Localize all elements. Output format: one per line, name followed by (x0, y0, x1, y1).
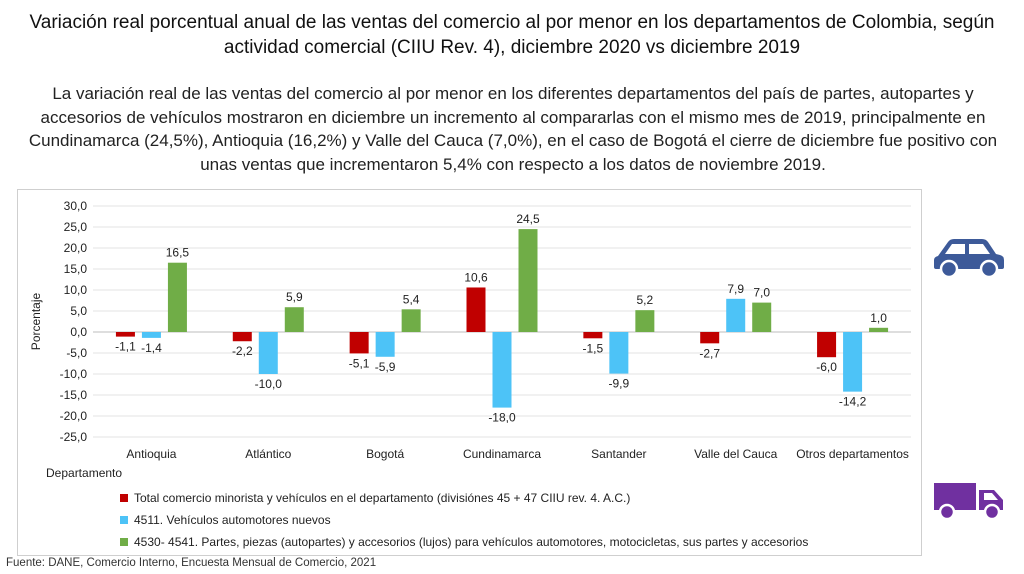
y-tick-label: -20,0 (60, 409, 88, 423)
data-label: 7,0 (753, 286, 770, 300)
x-tick-label: Valle del Cauca (694, 447, 777, 461)
legend-label: 4530- 4541. Partes, piezas (autopartes) … (134, 535, 809, 549)
legend-item: 4511. Vehículos automotores nuevos (120, 509, 808, 531)
bar (843, 332, 863, 392)
bar (635, 310, 655, 332)
y-tick-label: -25,0 (60, 430, 88, 444)
legend-title: Departamento (46, 466, 123, 480)
legend-label: Total comercio minorista y vehículos en … (134, 491, 631, 505)
data-label: -5,1 (349, 356, 370, 370)
data-label: -14,2 (839, 395, 867, 409)
data-label: 7,9 (727, 282, 744, 296)
car-icon (934, 239, 1004, 278)
legend-swatch (120, 494, 128, 502)
bar (284, 307, 304, 332)
data-label: -18,0 (488, 411, 516, 425)
y-tick-label: 5,0 (70, 304, 87, 318)
legend-label: 4511. Vehículos automotores nuevos (134, 513, 331, 527)
y-tick-label: -5,0 (66, 346, 87, 360)
bar (817, 332, 837, 358)
bar (869, 327, 889, 332)
legend-swatch (120, 538, 128, 546)
y-tick-label: 25,0 (64, 220, 88, 234)
bar (466, 287, 486, 332)
data-label: -9,9 (609, 377, 630, 391)
x-tick-label: Santander (591, 447, 646, 461)
data-label: -5,9 (375, 360, 396, 374)
bar (583, 332, 603, 339)
bar (401, 309, 421, 332)
page-title: Variación real porcentual anual de las v… (29, 12, 995, 58)
data-label: 24,5 (516, 212, 540, 226)
x-tick-label: Otros departamentos (796, 447, 909, 461)
legend-item: 4530- 4541. Partes, piezas (autopartes) … (120, 531, 808, 553)
y-tick-label: 0,0 (70, 325, 87, 339)
truck-icon (934, 483, 1003, 521)
data-label: 1,0 (870, 311, 887, 325)
data-label: 10,6 (464, 270, 488, 284)
y-tick-label: -15,0 (60, 388, 88, 402)
chart-description: La variación real de las ventas del come… (28, 84, 998, 174)
bar (609, 332, 629, 374)
bar-chart: 30,0 25,0 20,0 15,0 10,0 5,0 0,0 -5,0 -10,0 -15,0… (29, 199, 911, 461)
x-tick-label: Bogotá (366, 447, 404, 461)
bar (518, 229, 538, 332)
data-label: -10,0 (255, 377, 283, 391)
bar (115, 332, 135, 337)
bar (232, 332, 252, 342)
data-label: -2,7 (699, 346, 720, 360)
data-label: -2,2 (232, 344, 253, 358)
data-label: -1,5 (583, 341, 604, 355)
y-tick-label: -10,0 (60, 367, 88, 381)
legend-item: Total comercio minorista y vehículos en … (120, 487, 808, 509)
y-tick-label: 30,0 (64, 199, 88, 213)
bar (752, 302, 772, 332)
chart-container: 30,0 25,0 20,0 15,0 10,0 5,0 0,0 -5,0 -10,0 -15,0… (17, 189, 922, 556)
data-label: 5,4 (403, 292, 420, 306)
data-label: 16,5 (166, 246, 190, 260)
bar (700, 332, 720, 344)
data-label: -1,1 (115, 340, 136, 354)
source-note: Fuente: DANE, Comercio Interno, Encuesta… (6, 557, 377, 569)
bar (375, 332, 395, 357)
x-tick-label: Atlántico (245, 447, 291, 461)
data-label: -1,4 (141, 341, 162, 355)
y-tick-label: 20,0 (64, 241, 88, 255)
y-tick-label: 10,0 (64, 283, 88, 297)
bar (726, 298, 746, 332)
data-label: -6,0 (816, 360, 837, 374)
bar (492, 332, 512, 408)
data-label: 5,9 (286, 290, 303, 304)
y-axis-title: Porcentaje (29, 292, 43, 350)
bar (141, 332, 161, 338)
bar (167, 262, 187, 332)
bar (258, 332, 278, 374)
x-tick-label: Cundinamarca (463, 447, 541, 461)
data-label: 5,2 (637, 293, 654, 307)
x-tick-label: Antioquia (126, 447, 176, 461)
chart-legend: Total comercio minorista y vehículos en … (120, 487, 808, 553)
bar (349, 332, 369, 354)
y-tick-label: 15,0 (64, 262, 88, 276)
legend-swatch (120, 516, 128, 524)
